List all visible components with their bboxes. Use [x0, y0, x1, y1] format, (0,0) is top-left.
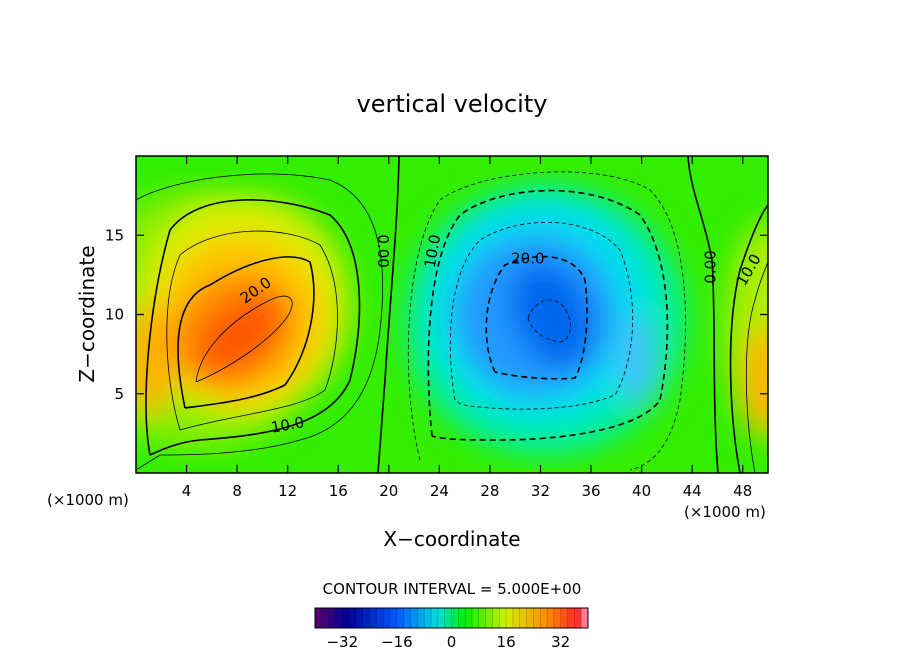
contour-label: 0.00 [374, 234, 392, 267]
colorbar-segment [492, 608, 500, 628]
contour-label: 10.0 [421, 233, 445, 269]
contour-line-14 [527, 299, 571, 343]
colorbar-segment [424, 608, 432, 628]
x-axis: 4 8 12 16 20 24 28 32 36 40 44 48 [182, 156, 752, 500]
colorbar-segment [396, 608, 405, 628]
colorbar-segment [526, 608, 534, 628]
contour-line-2 [145, 199, 361, 456]
x-unit-right: (×1000 m) [684, 503, 766, 521]
colorbar-segment [451, 608, 459, 628]
colorbar-segment [383, 608, 391, 628]
contour-line-13 [485, 255, 588, 380]
x-tick-label: 16 [329, 482, 348, 500]
field-blob-11 [621, 315, 653, 405]
contour-line-1 [136, 173, 384, 471]
contour-line-3 [166, 230, 338, 431]
colorbar-segment [512, 608, 521, 628]
contour-label: 0.00 [702, 250, 720, 283]
x-tick-label: 36 [581, 482, 600, 500]
colorbar-segment [567, 608, 575, 628]
colorbar-segment [362, 608, 370, 628]
colorbar-segment [349, 608, 357, 628]
x-tick-label: 40 [632, 482, 651, 500]
field-blob-10 [510, 262, 594, 368]
colorbar-segment [478, 608, 486, 628]
colorbar-segment [369, 608, 377, 628]
colorbar-segment [321, 608, 329, 628]
colorbar: −32 −16 0 16 32 [314, 607, 589, 651]
colorbar-segment [471, 608, 480, 628]
x-axis-label: X−coordinate [383, 527, 520, 551]
colorbar-tick-label: 16 [497, 633, 516, 651]
colorbar-segment [437, 608, 445, 628]
colorbar-segment [458, 608, 466, 628]
colorbar-segment [519, 608, 527, 628]
colorbar-segment [485, 608, 493, 628]
colorbar-segment [335, 608, 343, 628]
colorbar-segment [465, 608, 473, 628]
contour-line-6 [377, 156, 400, 473]
colorbar-tick-label: 32 [551, 633, 570, 651]
colorbar-segment [581, 608, 589, 628]
colorbar-segment [547, 608, 555, 628]
x-unit-left: (×1000 m) [47, 491, 129, 509]
y-axis: 5 10 15 [105, 226, 768, 403]
contour-line-7 [687, 156, 719, 473]
colorbar-segment [417, 608, 425, 628]
colorbar-segment [328, 608, 336, 628]
y-tick-label: 5 [114, 385, 124, 403]
colorbar-segment [533, 608, 541, 628]
contour-interval-note: CONTOUR INTERVAL = 5.000E+00 [323, 580, 582, 598]
colorbar-segment [390, 608, 398, 628]
colorbar-segment [342, 608, 350, 628]
colorbar-segment [315, 608, 323, 628]
field-blob-13 [743, 325, 768, 435]
contour-label: 20.0 [511, 250, 544, 268]
colorbar-frame [314, 607, 589, 629]
contour-line-5 [195, 295, 293, 383]
contour-label: 10.0 [270, 413, 306, 437]
x-tick-label: 44 [683, 482, 702, 500]
x-tick-label: 48 [733, 482, 752, 500]
colorbar-segment [376, 608, 384, 628]
contour-line-10 [407, 171, 686, 471]
y-tick-label: 10 [105, 306, 124, 324]
colorbar-segment [560, 608, 568, 628]
contour-line-4 [177, 256, 315, 409]
colorbar-segment [431, 608, 439, 628]
colorbar-segment [355, 608, 364, 628]
field-blob-5 [198, 298, 282, 372]
x-tick-label: 12 [278, 482, 297, 500]
contour-lines [136, 156, 768, 473]
chart-title: vertical velocity [357, 90, 548, 118]
field-blob-12 [725, 220, 768, 440]
colorbar-segment [410, 608, 418, 628]
colorbar-segment [540, 608, 548, 628]
x-tick-label: 4 [182, 482, 192, 500]
x-tick-label: 8 [232, 482, 242, 500]
colorbar-segment [444, 608, 452, 628]
colorbar-tick-label: −32 [326, 633, 358, 651]
contour-line-9 [745, 261, 768, 473]
x-tick-label: 28 [480, 482, 499, 500]
colorbar-segment [574, 608, 582, 628]
x-tick-label: 20 [379, 482, 398, 500]
contour-line-8 [729, 204, 768, 473]
contour-line-12 [449, 221, 634, 410]
y-axis-label: Z−coordinate [75, 245, 99, 382]
y-tick-label: 15 [105, 226, 124, 244]
contour-line-11 [427, 189, 669, 441]
colorbar-segment [506, 608, 514, 628]
colorbar-segment [499, 608, 507, 628]
x-tick-label: 24 [430, 482, 449, 500]
colorbar-tick-label: −16 [381, 633, 413, 651]
plot-area: 20.010.00.00 10.0 20.0 0.00 10.0 [136, 156, 768, 473]
colorbar-tick-label: 0 [447, 633, 457, 651]
x-tick-label: 32 [531, 482, 550, 500]
colorbar-segment [403, 608, 411, 628]
colorbar-segment [553, 608, 561, 628]
